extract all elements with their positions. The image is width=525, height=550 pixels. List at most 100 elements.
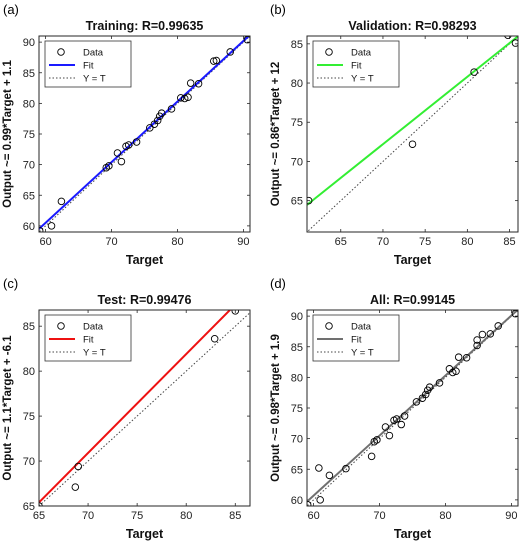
y-tick-label: 70 [23,160,35,172]
x-tick-label: 80 [180,510,192,522]
identity-line [307,36,518,232]
data-point [231,310,240,315]
x-tick-label: 65 [335,236,347,248]
axes-box [38,35,251,233]
legend-entry: Data [351,322,372,333]
legend: Data Fit Y = T [312,314,400,362]
y-tick-label: 90 [291,311,303,323]
data-point [478,330,487,339]
data-point [385,431,394,440]
data-point [448,368,457,377]
panel-label: (c) [3,276,18,291]
y-tick-label: 80 [23,98,35,110]
y-axis-label: Output ~= 0.86*Target + 12 [270,62,282,207]
legend-entry: Data [83,322,104,333]
axes-box [306,35,519,233]
data-point [146,124,154,132]
panel-0: (a) Training: R=0.99635 Target Output ~= 0.… [2,2,251,267]
data-point [117,157,126,166]
data-point [74,462,83,471]
x-tick-label: 85 [229,510,241,522]
data-point [421,390,430,399]
legend-entry: Data [83,48,104,59]
data-point [307,196,313,205]
data-point [473,336,481,344]
y-tick-label: 85 [291,39,303,51]
data-point [167,105,176,113]
data-point [486,330,495,338]
x-tick-label: 90 [505,510,517,522]
chart-title: Training: R=0.99635 [86,19,204,33]
legend-data-marker [325,322,333,330]
data-point [209,57,218,65]
y-axis-label: Output ~= 0.98*Target + 1.9 [270,334,282,482]
legend: Data Fit Y = T [44,314,132,362]
data-point [180,94,189,103]
legend-entry: Fit [351,335,362,346]
x-tick-label: 80 [439,510,451,522]
data-point [186,79,195,87]
y-tick-label: 65 [291,464,303,476]
data-point [113,149,122,157]
x-tick-label: 60 [39,236,51,248]
data-point [504,36,512,39]
fit-line [307,310,518,503]
data-point [39,227,44,232]
x-tick-label: 60 [307,510,319,522]
x-tick-label: 90 [237,236,249,248]
plot-content [307,310,518,506]
data-point [373,436,381,444]
legend: Data Fit Y = T [312,40,400,88]
data-point [452,367,460,376]
data-point [194,80,203,88]
fit-line [39,310,232,504]
y-tick-label: 90 [23,37,35,49]
data-point [316,496,324,504]
x-tick-label: 70 [373,510,385,522]
data-point [470,68,478,76]
legend-entry: Data [351,48,372,59]
plot-content [307,36,518,232]
panel-3: (d) All: R=0.99145 Target Output ~= 0.98*Ta… [270,276,519,541]
fit-line [307,36,518,206]
x-tick-label: 75 [131,510,143,522]
x-axis-label: Target [126,527,164,541]
data-point [425,383,434,391]
y-tick-label: 65 [23,190,35,202]
legend-entry: Fit [351,61,362,72]
data-point [473,341,481,350]
y-axis-label: Output ~= 0.99*Target + 1.1 [2,60,14,208]
legend-entry: Y = T [83,74,106,85]
data-point [57,197,66,206]
y-tick-label: 65 [291,196,303,208]
legend-data-marker [57,48,65,56]
data-point [400,412,409,420]
data-point [177,94,185,102]
legend: Data Fit Y = T [44,40,132,88]
y-tick-label: 75 [291,403,303,415]
panel-label: (a) [3,2,19,17]
y-tick-label: 60 [23,221,35,233]
data-point [105,162,113,170]
plot-content [39,310,250,506]
data-point [184,93,192,101]
legend-entry: Fit [83,61,94,72]
y-tick-label: 85 [23,68,35,80]
data-point [153,116,162,125]
data-point [408,140,417,148]
chart-title: Test: R=0.99476 [98,293,192,307]
panel-1: (b) Validation: R=0.98293 Target Output ~= … [270,2,519,267]
panel-label: (d) [270,276,286,291]
data-point [462,354,471,362]
legend-entry: Y = T [351,74,374,85]
identity-line [39,312,250,506]
fit-line [39,36,250,230]
x-tick-label: 85 [503,236,515,248]
legend-entry: Fit [83,335,94,346]
x-tick-label: 65 [33,510,45,522]
panel-label: (b) [270,2,286,17]
data-point [397,420,406,429]
x-tick-label: 70 [82,510,94,522]
data-point [210,335,219,343]
